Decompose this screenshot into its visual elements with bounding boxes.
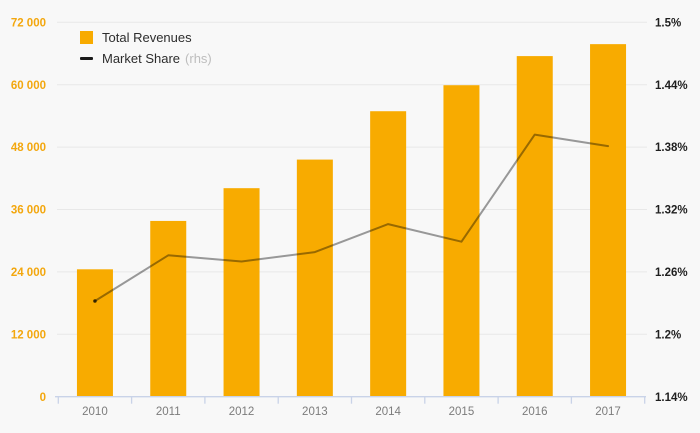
market-share-line	[93, 133, 610, 302]
left-axis-tick-label: 36 000	[11, 205, 46, 217]
right-axis-tick-label: 1.38%	[655, 142, 688, 154]
line-start-point	[93, 299, 97, 303]
x-axis-year-label: 2017	[595, 406, 621, 418]
left-axis-tick-label: 24 000	[11, 267, 46, 279]
right-axis-tick-label: 1.26%	[655, 267, 688, 279]
legend-note-rhs: (rhs)	[185, 51, 212, 66]
bar-2013	[296, 159, 333, 397]
market-share-line-icon	[80, 57, 93, 60]
x-axis-year-label: 2014	[375, 406, 401, 418]
bar-2017	[590, 44, 627, 397]
chart-legend: Total Revenues Market Share (rhs)	[80, 29, 212, 67]
bar-2016	[516, 56, 553, 397]
legend-item-market-share: Market Share (rhs)	[80, 50, 212, 67]
legend-label-total-revenues: Total Revenues	[102, 30, 192, 45]
bar-2010	[76, 269, 113, 397]
x-axis-year-label: 2015	[449, 406, 475, 418]
x-axis-year-label: 2012	[229, 406, 255, 418]
x-axis-year-label: 2016	[522, 406, 548, 418]
legend-label-market-share: Market Share	[102, 51, 181, 66]
x-axis-year-label: 2013	[302, 406, 328, 418]
left-axis-tick-label: 72 000	[11, 17, 46, 29]
left-axis-tick-label: 12 000	[11, 329, 46, 341]
legend-item-total-revenues: Total Revenues	[80, 29, 212, 46]
right-axis-tick-label: 1.32%	[655, 205, 688, 217]
left-axis-tick-label: 0	[40, 392, 46, 404]
x-axis-year-label: 2011	[156, 406, 181, 418]
bar-2012	[223, 188, 260, 397]
right-axis-tick-label: 1.2%	[655, 329, 681, 341]
right-axis-tick-label: 1.14%	[655, 392, 688, 404]
right-axis-tick-label: 1.5%	[655, 17, 681, 29]
left-axis-tick-label: 60 000	[11, 80, 46, 92]
bar-2011	[150, 220, 187, 397]
total-revenues-swatch-icon	[80, 31, 93, 44]
left-axis-tick-label: 48 000	[11, 142, 46, 154]
x-axis-year-label: 2010	[82, 406, 108, 418]
bar-2014	[370, 111, 407, 397]
right-axis-tick-label: 1.44%	[655, 80, 688, 92]
